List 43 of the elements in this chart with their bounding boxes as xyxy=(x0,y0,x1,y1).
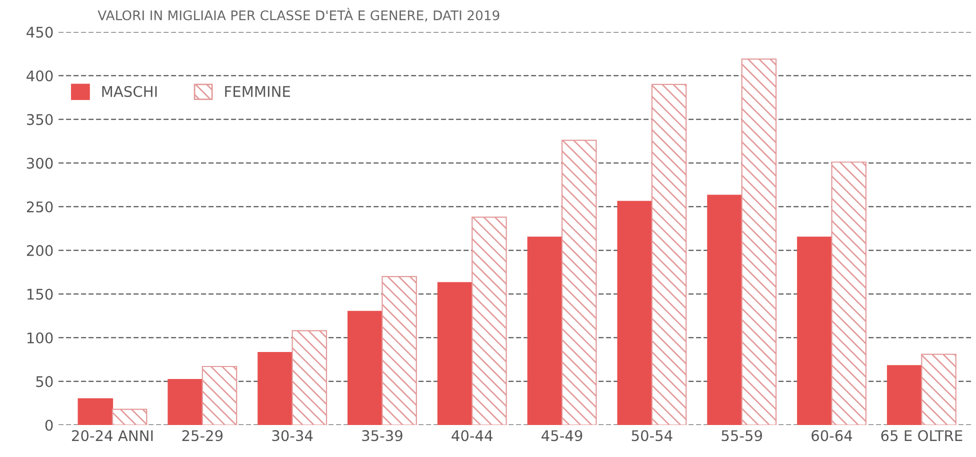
x-tick-label: 50-54 xyxy=(632,430,672,442)
y-tick-label: 150 xyxy=(27,288,53,300)
bar xyxy=(921,354,956,426)
bar xyxy=(292,330,328,426)
x-tick-label: 55-59 xyxy=(722,430,762,442)
bar xyxy=(617,200,653,426)
bar xyxy=(348,310,383,426)
x-tick-label: 30-34 xyxy=(272,430,313,442)
y-tick-label: 100 xyxy=(27,332,53,344)
bar xyxy=(168,379,203,426)
y-tick-label: 300 xyxy=(26,158,53,169)
y-tick-label: 350 xyxy=(26,114,53,126)
bar xyxy=(741,58,777,426)
x-tick-label: 60-64 xyxy=(812,430,852,442)
bar xyxy=(527,236,563,426)
bar xyxy=(382,276,417,426)
x-tick-label: 40-44 xyxy=(452,430,493,442)
chart-title: VALORI IN MIGLIAIA PER CLASSE D'ETÀ E GENERE, DATI 2019 xyxy=(98,8,500,22)
x-tick-label: 35-39 xyxy=(362,430,402,442)
y-tick-label: 450 xyxy=(26,26,53,38)
bar xyxy=(797,236,832,426)
bar xyxy=(437,282,473,426)
bar xyxy=(78,398,114,426)
x-tick-label: 45-49 xyxy=(542,430,582,442)
x-tick-label: 65 E OLTRE xyxy=(881,430,962,442)
y-tick-label: 400 xyxy=(26,70,53,82)
legend-label: MASCHI xyxy=(102,86,157,98)
bar xyxy=(202,366,238,426)
y-tick-label: 200 xyxy=(26,245,53,256)
y-tick-label: 50 xyxy=(36,376,53,388)
bar xyxy=(831,162,866,426)
bar xyxy=(886,365,922,426)
bar xyxy=(651,84,687,426)
bar xyxy=(561,140,597,426)
x-tick-label: 25-29 xyxy=(182,430,223,442)
legend-label: FEMMINE xyxy=(225,86,290,97)
bar xyxy=(707,194,742,426)
bar xyxy=(258,352,293,426)
x-tick-label: 20-24 ANNI xyxy=(72,430,153,442)
bar xyxy=(112,408,148,426)
y-tick-label: 0 xyxy=(45,420,53,431)
y-tick-label: 250 xyxy=(26,201,53,212)
bar xyxy=(472,216,507,426)
